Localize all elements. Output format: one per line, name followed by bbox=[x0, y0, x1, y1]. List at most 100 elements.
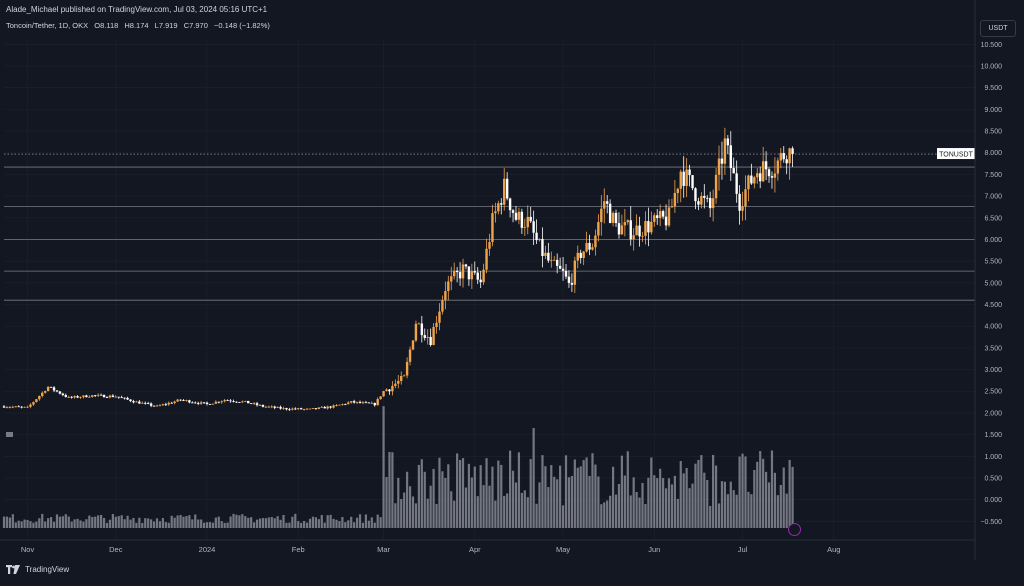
volume-bar bbox=[85, 519, 88, 528]
time-tick-label: Jun bbox=[648, 545, 660, 554]
volume-bar bbox=[164, 522, 167, 528]
volume-bar bbox=[406, 471, 409, 528]
volume-bar bbox=[61, 516, 64, 528]
price-tick-label: 7.000 bbox=[984, 194, 1002, 201]
candle-body bbox=[788, 148, 791, 164]
volume-bar bbox=[653, 475, 656, 528]
volume-bar bbox=[691, 483, 694, 528]
volume-bar bbox=[553, 476, 556, 528]
volume-bar bbox=[441, 471, 444, 528]
candle-body bbox=[753, 177, 756, 184]
candle-body bbox=[105, 397, 109, 399]
candle-body bbox=[447, 281, 450, 292]
volume-bar bbox=[506, 493, 509, 528]
candle-body bbox=[23, 406, 26, 408]
volume-bar bbox=[353, 522, 356, 528]
candle-body bbox=[779, 153, 782, 161]
candle-body bbox=[217, 401, 220, 403]
candle-body bbox=[464, 264, 468, 267]
candle-body bbox=[111, 395, 115, 397]
volume-bar bbox=[214, 517, 217, 528]
volume-bar bbox=[408, 486, 412, 528]
volume-bar bbox=[788, 459, 791, 528]
candle-body bbox=[570, 282, 574, 285]
candle-body bbox=[747, 175, 750, 190]
candle-body bbox=[438, 311, 441, 323]
volume-bar bbox=[494, 500, 497, 528]
candle-body bbox=[79, 397, 82, 398]
volume-bar bbox=[226, 522, 229, 528]
volume-bar bbox=[541, 455, 544, 528]
volume-bar bbox=[129, 519, 132, 528]
symbol-legend[interactable]: Toncoin/Tether, 1D, OKX O8.118 H8.174 L7… bbox=[6, 21, 274, 30]
candle-body bbox=[170, 402, 173, 404]
volume-bar bbox=[55, 514, 59, 528]
volume-bar bbox=[300, 522, 303, 528]
candle-body bbox=[2, 406, 6, 408]
volume-bar bbox=[120, 515, 123, 528]
candle-body bbox=[99, 394, 103, 396]
candle-body bbox=[341, 403, 344, 405]
price-tick-label: 1.500 bbox=[984, 432, 1002, 439]
volume-bar bbox=[744, 456, 747, 528]
volume-bar bbox=[367, 520, 370, 528]
candle-body bbox=[479, 279, 482, 283]
candle-body bbox=[776, 160, 780, 174]
volume-bar bbox=[726, 494, 729, 528]
volume-bar bbox=[603, 502, 606, 528]
candle-body bbox=[603, 201, 606, 209]
candle-body bbox=[697, 201, 700, 205]
candle-body bbox=[73, 396, 76, 398]
tradingview-logo[interactable]: TradingView bbox=[6, 565, 69, 575]
candle-body bbox=[120, 397, 123, 399]
candle-body bbox=[285, 408, 288, 410]
candle-body bbox=[35, 399, 38, 403]
volume-bar bbox=[606, 500, 609, 528]
volume-bar bbox=[503, 495, 506, 528]
volume-bar bbox=[485, 458, 488, 528]
candle-body bbox=[717, 158, 721, 175]
candle-body bbox=[444, 291, 447, 301]
candle-body bbox=[738, 193, 741, 211]
candle-body bbox=[514, 212, 518, 220]
lightning-icon[interactable] bbox=[788, 523, 801, 536]
candle-body bbox=[682, 171, 685, 186]
candle-body bbox=[594, 235, 597, 248]
volume-bar bbox=[638, 497, 641, 528]
candle-body bbox=[320, 406, 323, 408]
candle-body bbox=[508, 198, 512, 211]
price-tick-label: 10.500 bbox=[981, 42, 1003, 49]
candle-body bbox=[473, 271, 476, 273]
volume-bar bbox=[276, 516, 279, 528]
volume-bar bbox=[229, 516, 232, 528]
volume-bar bbox=[567, 477, 571, 528]
volume-bar bbox=[147, 518, 150, 528]
candle-body bbox=[126, 397, 129, 400]
candle-body bbox=[532, 221, 535, 233]
candle-body bbox=[497, 203, 500, 212]
price-tick-label: 6.000 bbox=[984, 237, 1002, 244]
time-tick-label: 2024 bbox=[199, 545, 216, 554]
candle-body bbox=[541, 238, 544, 256]
candle-body bbox=[417, 323, 421, 325]
volume-bar bbox=[579, 466, 582, 528]
volume-bar bbox=[550, 465, 553, 528]
volume-bar bbox=[417, 464, 420, 528]
volume-bar bbox=[32, 522, 35, 528]
candle-body bbox=[161, 404, 165, 406]
candle-body bbox=[247, 400, 250, 404]
currency-button[interactable]: USDT bbox=[980, 20, 1016, 37]
volume-bar bbox=[250, 517, 253, 528]
volume-bar bbox=[732, 490, 735, 528]
volume-bar bbox=[776, 495, 779, 528]
volume-bar bbox=[73, 519, 76, 528]
symbol-name[interactable]: Toncoin/Tether, 1D, OKX bbox=[6, 21, 89, 30]
volume-bar bbox=[311, 516, 315, 528]
volume-bar bbox=[44, 521, 47, 528]
candle-body bbox=[311, 408, 315, 409]
candle-body bbox=[85, 395, 88, 398]
candle-body bbox=[317, 407, 321, 409]
candle-body bbox=[494, 211, 497, 214]
